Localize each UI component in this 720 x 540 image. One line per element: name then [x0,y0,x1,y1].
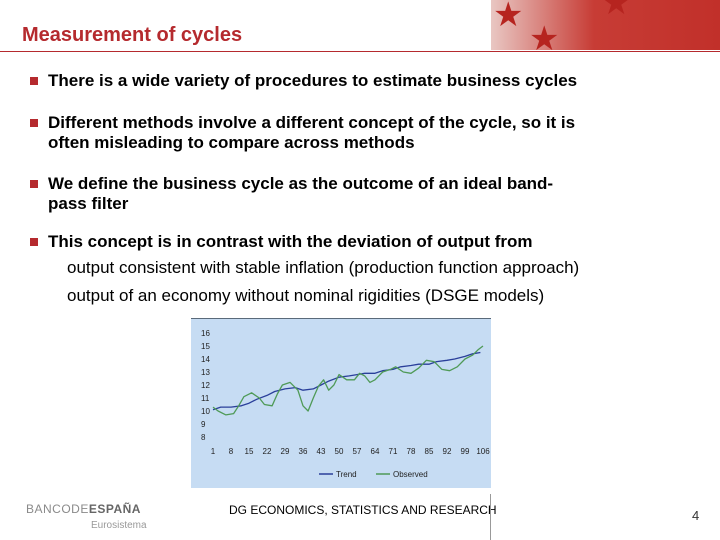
x-tick-label: 64 [371,447,380,456]
bullet-line: pass filter [48,194,129,213]
series-line [212,345,484,416]
legend-label: Trend [336,470,357,479]
x-tick-label: 78 [407,447,416,456]
bullet-marker [30,180,38,188]
bullet-line: Different methods involve a different co… [48,113,576,132]
chart-panel: 16 15 14 13 12 11 10 9 8 1 8 15 22 29 36 43 50 57 64 71 78 85… [191,318,491,488]
page-number: 4 [692,508,700,523]
x-tick-label: 71 [389,447,398,456]
bullet-line: We define the business cycle as the outc… [48,174,554,193]
y-tick-label: 16 [201,329,210,338]
footer-divider [490,494,491,540]
y-tick-label: 15 [201,342,210,351]
slide-title: Measurement of cycles [22,24,243,46]
x-tick-label: 36 [299,447,308,456]
x-tick-label: 29 [281,447,290,456]
series-line [212,351,481,411]
bullet-item: We define the business cycle as the outc… [30,174,700,214]
y-tick-label: 12 [201,381,210,390]
title-divider [0,51,720,52]
bullet-line: There is a wide variety of procedures to… [48,71,578,90]
bullet-item: Different methods involve a different co… [30,113,700,153]
bullet-line: often misleading to compare across metho… [48,133,415,152]
star-icon: ★ [601,0,632,23]
sub-bullet-line: output consistent with stable inflation … [67,258,580,277]
sub-bullet-line: output of an economy without nominal rig… [67,286,545,305]
bank-logo: BANCODEESPAÑA [26,502,141,516]
x-tick-label: 22 [263,447,272,456]
logo-light-text: BANCODE [26,502,89,516]
x-tick-label: 99 [461,447,470,456]
y-tick-label: 10 [201,407,210,416]
bullet-marker [30,119,38,127]
y-tick-label: 13 [201,368,210,377]
x-tick-label: 15 [245,447,254,456]
y-tick-label: 11 [201,394,210,403]
department-label: DG ECONOMICS, STATISTICS AND RESEARCH [229,503,497,517]
bullet-item: This concept is in contrast with the dev… [30,232,700,252]
x-tick-label: 50 [335,447,344,456]
y-tick-label: 8 [201,433,206,442]
star-icon: ★ [529,19,560,50]
x-tick-label: 8 [229,447,234,456]
logo-bold-text: ESPAÑA [88,502,141,516]
x-tick-label: 106 [476,447,490,456]
bullet-line: This concept is in contrast with the dev… [48,232,533,251]
x-tick-label: 57 [353,447,362,456]
bullet-marker [30,77,38,85]
x-tick-label: 85 [425,447,434,456]
x-tick-label: 43 [317,447,326,456]
y-tick-label: 9 [201,420,206,429]
logo-subtitle: Eurosistema [91,520,147,531]
y-tick-label: 14 [201,355,210,364]
star-icon: ★ [493,0,524,35]
bullet-marker [30,238,38,246]
x-tick-label: 92 [443,447,452,456]
legend-label: Observed [393,470,428,479]
bullet-item: There is a wide variety of procedures to… [30,71,700,91]
header-banner: ★ ★ ★ [491,0,720,50]
x-tick-label: 1 [211,447,216,456]
